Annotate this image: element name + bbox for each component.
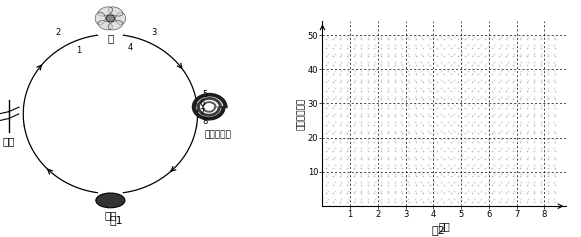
Text: 图2: 图2 <box>432 225 446 235</box>
Text: 4: 4 <box>128 43 134 52</box>
Text: 3: 3 <box>151 27 157 36</box>
Text: 7: 7 <box>199 108 205 117</box>
Ellipse shape <box>98 21 113 30</box>
Text: 花: 花 <box>107 33 113 43</box>
Text: 1: 1 <box>76 46 81 55</box>
Text: 8: 8 <box>202 117 207 126</box>
Text: 种子: 种子 <box>104 211 117 221</box>
Ellipse shape <box>108 21 123 30</box>
Text: 2: 2 <box>55 27 61 36</box>
Text: 植株: 植株 <box>2 136 15 146</box>
X-axis label: 天数: 天数 <box>439 221 450 231</box>
Ellipse shape <box>96 193 125 208</box>
Ellipse shape <box>116 12 125 25</box>
Text: 5: 5 <box>202 90 207 99</box>
Ellipse shape <box>106 15 115 22</box>
Text: 双受精过程: 双受精过程 <box>205 130 231 139</box>
Ellipse shape <box>95 12 105 25</box>
Y-axis label: 萸发的种子数: 萸发的种子数 <box>297 98 306 130</box>
Text: 图1: 图1 <box>109 215 123 225</box>
Ellipse shape <box>98 7 113 16</box>
Text: 6: 6 <box>199 99 205 108</box>
Ellipse shape <box>108 7 123 16</box>
